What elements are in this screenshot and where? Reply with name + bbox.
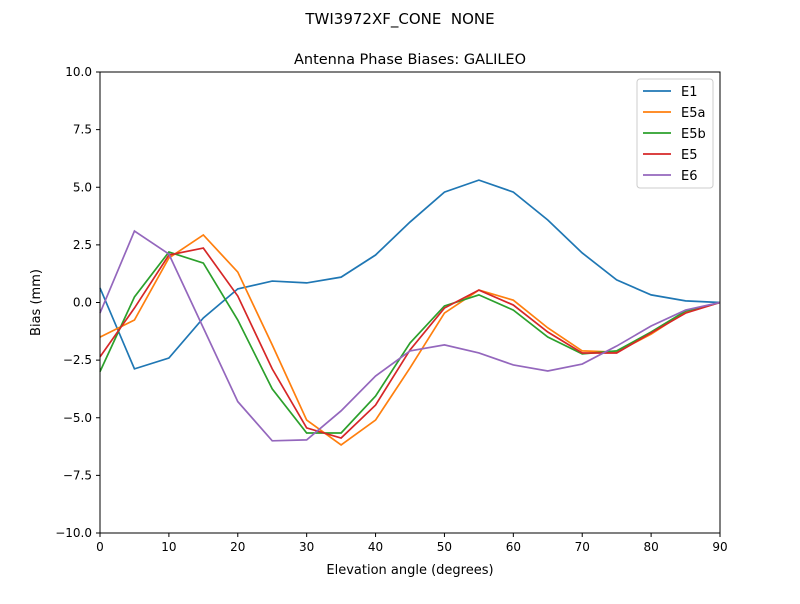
y-tick-label: 2.5: [73, 238, 92, 252]
x-tick-label: 20: [230, 540, 245, 554]
x-tick-label: 50: [437, 540, 452, 554]
x-tick-label: 10: [161, 540, 176, 554]
series-line-e5: [99, 247, 721, 439]
x-tick-label: 60: [506, 540, 521, 554]
legend-label: E5b: [681, 127, 706, 142]
legend-label: E6: [681, 169, 698, 184]
x-tick-label: 80: [643, 540, 658, 554]
x-axis-label: Elevation angle (degrees): [326, 563, 493, 578]
plot-frame: [99, 71, 721, 534]
y-tick-label: −5.0: [63, 411, 92, 425]
x-tick-label: 90: [712, 540, 727, 554]
y-tick-label: −7.5: [63, 468, 92, 482]
legend-label: E5a: [681, 106, 705, 121]
y-tick-label: 5.0: [73, 180, 92, 194]
legend-label: E1: [681, 85, 698, 100]
y-tick-label: 10.0: [65, 65, 92, 79]
y-tick-label: −10.0: [55, 526, 92, 540]
legend: E1 E5a E5b E5 E6: [636, 78, 714, 189]
x-tick-label: 30: [299, 540, 314, 554]
y-tick-label: 0.0: [73, 296, 92, 310]
chart-title: Antenna Phase Biases: GALILEO: [294, 52, 526, 68]
series-line-e5b: [99, 251, 721, 434]
y-tick-label: −2.5: [63, 353, 92, 367]
y-axis-label: Bias (mm): [29, 269, 44, 336]
legend-label: E5: [681, 148, 698, 163]
series-line-e6: [99, 229, 721, 442]
x-tick-label: 70: [575, 540, 590, 554]
y-tick-label: 7.5: [73, 123, 92, 137]
series-line-e1: [99, 179, 721, 370]
x-tick-label: 0: [96, 540, 104, 554]
legend-box: [636, 78, 714, 189]
chart-suptitle: TWI3972XF_CONE NONE: [304, 10, 494, 29]
x-tick-label: 40: [368, 540, 383, 554]
